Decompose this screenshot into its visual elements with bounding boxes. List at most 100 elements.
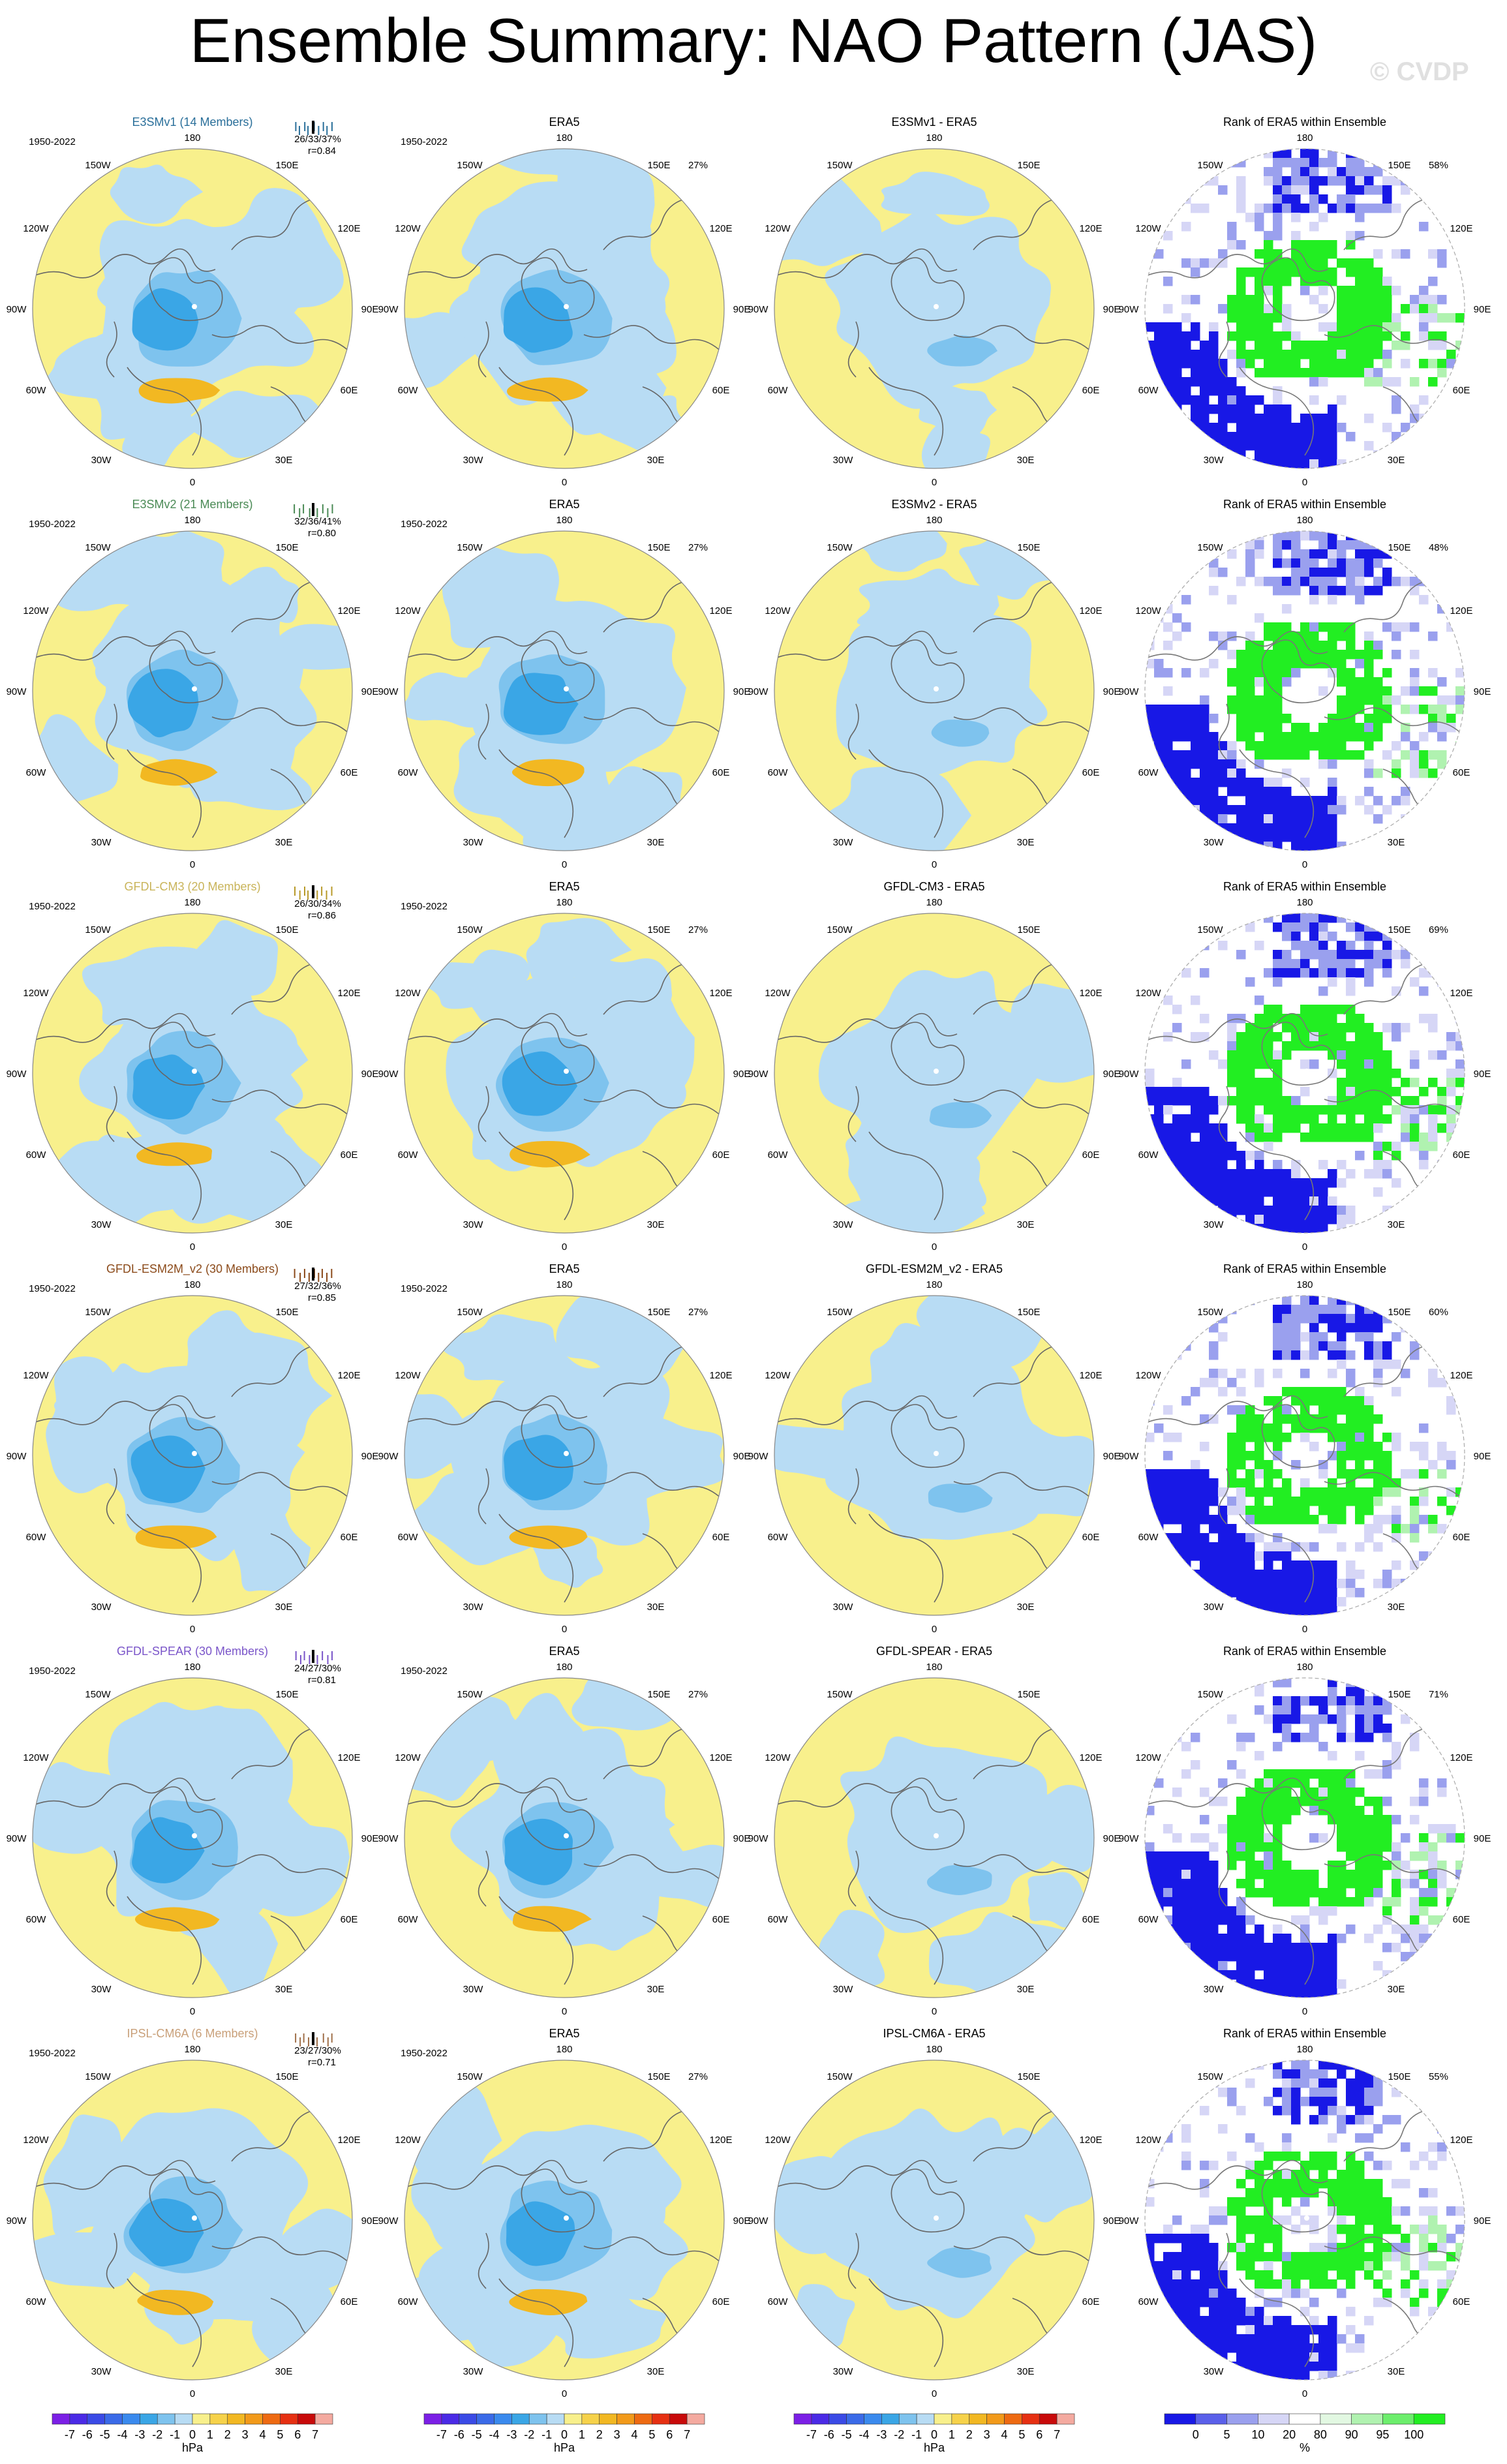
pole-marker — [934, 2215, 939, 2221]
longitude-label: 180 — [556, 897, 572, 908]
longitude-label: 150E — [1017, 1307, 1040, 1318]
pole-marker — [1304, 1069, 1309, 1074]
ensemble-tick — [326, 890, 327, 900]
longitude-label: 60E — [712, 1914, 730, 1925]
map-field — [774, 1678, 1094, 1998]
coastline — [149, 2168, 223, 2233]
longitude-label: 150E — [1388, 924, 1410, 935]
coastline — [211, 325, 352, 391]
longitude-label: 150E — [647, 1307, 670, 1318]
ensemble-tick — [303, 1651, 305, 1660]
longitude-label: 60W — [398, 1149, 419, 1161]
longitude-label: 150E — [275, 2071, 298, 2082]
era5-percent: 27% — [688, 160, 708, 171]
colorbar-tick: 6 — [1036, 2428, 1043, 2441]
colorbar-tick: 5 — [648, 2428, 655, 2441]
longitude-label: 180 — [926, 132, 942, 144]
rank-title: Rank of ERA5 within Ensemble — [1223, 880, 1386, 893]
map-border — [774, 1677, 1095, 1998]
colorbar-unit: hPa — [554, 2441, 575, 2454]
longitude-label: 30E — [647, 455, 665, 466]
era5-percent: 27% — [688, 1307, 708, 1318]
colorbar-swatch — [1022, 2413, 1040, 2425]
longitude-label: 120E — [1450, 1370, 1472, 1381]
longitude-label: 150E — [1017, 542, 1040, 553]
longitude-label: 60W — [26, 767, 47, 778]
rank-field — [1145, 913, 1465, 1233]
longitude-label: 60E — [341, 767, 358, 778]
era5-title: ERA5 — [549, 880, 579, 893]
coastline — [603, 2108, 692, 2162]
map-field — [774, 913, 1094, 1233]
coastline — [498, 1131, 574, 1221]
rank-panel: Rank of ERA5 within Ensemble 180 0 150W 150E… — [1119, 498, 1491, 870]
map-field — [404, 1678, 724, 1998]
coastline — [774, 1012, 958, 1044]
pole-marker — [934, 1451, 939, 1456]
colorbar-swatch — [951, 2413, 970, 2425]
colorbar-swatch — [881, 2413, 900, 2425]
coastline — [498, 1513, 574, 1603]
longitude-label: 90E — [1474, 1451, 1491, 1462]
coastline — [1239, 2278, 1315, 2367]
pressure-colorbar: -7 -6 -5 -4 -3 -2 -1 0 1 2 3 4 5 6 7 hPa — [52, 2413, 333, 2454]
coastline — [149, 257, 223, 322]
longitude-label: 0 — [190, 859, 195, 870]
longitude-label: 120E — [1079, 223, 1102, 234]
longitude-label: 30W — [463, 455, 484, 466]
coastline — [1261, 1022, 1335, 1086]
colorbar-swatch — [581, 2413, 600, 2425]
longitude-label: 60E — [341, 1149, 358, 1161]
longitude-label: 90E — [1103, 1451, 1121, 1462]
longitude-label: 30E — [1388, 455, 1405, 466]
map-border — [1144, 148, 1465, 469]
map-border — [404, 148, 725, 469]
pole-marker — [192, 686, 197, 692]
longitude-label: 120E — [709, 605, 732, 616]
coastline — [774, 1395, 958, 1427]
longitude-label: 120E — [1450, 988, 1472, 999]
model-title: E3SMv2 (21 Members) — [132, 498, 252, 511]
model-panel: GFDL-SPEAR (30 Members) 180 0 150W 150E 120W 1… — [7, 1645, 379, 2017]
map-field — [33, 1296, 352, 1615]
coastline — [774, 1777, 958, 1809]
rank-percent: 71% — [1429, 1689, 1448, 1700]
colorbar-unit: % — [1300, 2441, 1310, 2454]
longitude-label: 0 — [1302, 859, 1307, 870]
longitude-label: 90E — [361, 686, 379, 697]
longitude-label: 120E — [337, 605, 360, 616]
longitude-label: 60W — [398, 2296, 419, 2307]
coastline — [953, 1472, 1094, 1538]
longitude-label: 30W — [91, 1984, 112, 1995]
longitude-label: 120W — [1135, 2135, 1161, 2146]
pole-marker — [1304, 686, 1309, 692]
longitude-label: 120W — [765, 2135, 791, 2146]
longitude-label: 90E — [1474, 686, 1491, 697]
coastline — [1261, 2168, 1335, 2233]
longitude-label: 60E — [1082, 1149, 1100, 1161]
colorbar-swatch — [423, 2413, 442, 2425]
map-border — [774, 148, 1095, 469]
coastline — [231, 1344, 320, 1397]
ensemble-tick — [322, 2033, 324, 2043]
coastline — [106, 321, 117, 378]
longitude-label: 0 — [562, 1241, 567, 1253]
difference-panel: GFDL-ESM2M_v2 - ERA5 180 0 150W 150E 120W 120E… — [748, 1262, 1121, 1635]
ensemble-tick — [322, 1651, 324, 1660]
rank-field — [1145, 1296, 1465, 1615]
longitude-label: 150W — [827, 1689, 853, 1700]
ensemble-tick — [331, 887, 333, 896]
era5-percent: 27% — [688, 1689, 708, 1700]
longitude-label: 60E — [341, 1532, 358, 1543]
longitude-label: 90E — [733, 1833, 751, 1844]
colorbar-tick: -2 — [524, 2428, 534, 2441]
longitude-label: 90W — [378, 304, 399, 315]
coastline — [231, 579, 320, 633]
longitude-label: 90W — [1119, 304, 1140, 315]
coastline — [1324, 1854, 1465, 1920]
era5-panel: ERA5 180 0 150W 150E 120W 120E 90W 90E 60W 60E 30W 3… — [378, 1645, 751, 2017]
coastline — [1239, 367, 1315, 456]
longitude-label: 180 — [1296, 132, 1313, 144]
ensemble-tick — [331, 122, 333, 131]
ensemble-tick — [327, 2037, 329, 2046]
